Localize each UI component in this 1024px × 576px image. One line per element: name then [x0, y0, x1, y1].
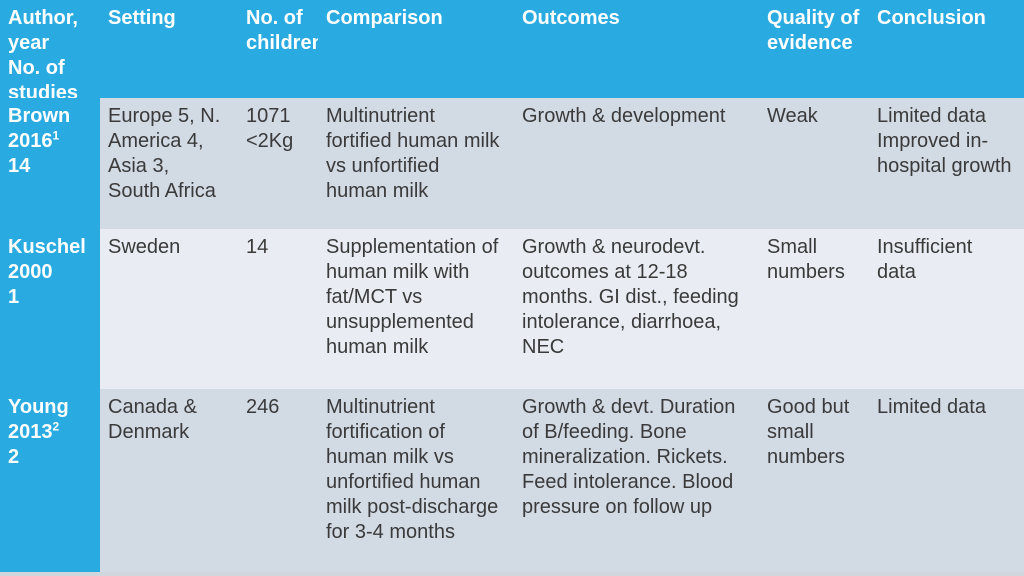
- cell-r2-c6: Limited data: [869, 389, 1024, 572]
- row-header-2: Young 201322: [0, 389, 100, 572]
- col-header-0: Author, year No. of studies: [0, 0, 100, 98]
- author-nstudies: 1: [8, 286, 19, 308]
- author-superscript: 2: [53, 419, 60, 433]
- cell-r2-c4: Growth & devt. Duration of B/feeding. Bo…: [514, 389, 759, 572]
- author-main: Brown 2016: [8, 105, 70, 152]
- col-header-4: Outcomes: [514, 0, 759, 98]
- cell-r0-c6: Limited data Improved in-hospital growth: [869, 98, 1024, 229]
- evidence-table: Author, year No. of studiesSettingNo. of…: [0, 0, 1024, 572]
- cell-r0-c2: 1071 <2Kg: [238, 98, 318, 229]
- cell-r1-c2: 14: [238, 229, 318, 389]
- col-header-6: Conclusion: [869, 0, 1024, 98]
- cell-r2-c2: 246: [238, 389, 318, 572]
- cell-r1-c4: Growth & neurodevt. outcomes at 12-18 mo…: [514, 229, 759, 389]
- cell-r1-c1: Sweden: [100, 229, 238, 389]
- cell-r2-c3: Multinutrient fortification of human mil…: [318, 389, 514, 572]
- cell-r0-c1: Europe 5, N. America 4, Asia 3, South Af…: [100, 98, 238, 229]
- cell-r2-c5: Good but small numbers: [759, 389, 869, 572]
- row-header-1: Kuschel 2000 1: [0, 229, 100, 389]
- author-main: Young 2013: [8, 396, 69, 443]
- cell-r1-c5: Small numbers: [759, 229, 869, 389]
- author-nstudies: 14: [8, 155, 30, 177]
- author-nstudies: 2: [8, 446, 19, 468]
- cell-r2-c1: Canada & Denmark: [100, 389, 238, 572]
- col-header-1: Setting: [100, 0, 238, 98]
- cell-r0-c3: Multinutrient fortified human milk vs un…: [318, 98, 514, 229]
- cell-r0-c5: Weak: [759, 98, 869, 229]
- col-header-5: Quality of evidence: [759, 0, 869, 98]
- author-superscript: 1: [53, 128, 60, 142]
- cell-r0-c4: Growth & development: [514, 98, 759, 229]
- author-main: Kuschel 2000: [8, 236, 86, 283]
- cell-r1-c3: Supplementation of human milk with fat/M…: [318, 229, 514, 389]
- col-header-3: Comparison: [318, 0, 514, 98]
- row-header-0: Brown 20161 14: [0, 98, 100, 229]
- table-bottom-rule: [0, 572, 1024, 576]
- col-header-2: No. of children: [238, 0, 318, 98]
- cell-r1-c6: Insufficient data: [869, 229, 1024, 389]
